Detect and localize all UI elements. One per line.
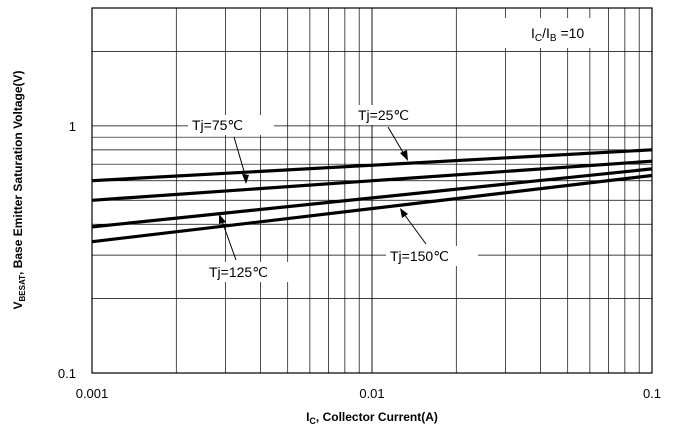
tick-labels: 0.001 0.01 0.1 0.1 1 (58, 119, 661, 401)
annotation-text: Tj=25℃ (358, 107, 409, 123)
annotation-arrowhead (400, 150, 408, 161)
condition-label-text: IC/IB =10 (531, 25, 584, 44)
annotation-arrowhead (242, 174, 249, 184)
condition-label: IC/IB =10 (505, 18, 595, 48)
series-group (91, 148, 653, 244)
annotation-tj150: Tj=150℃ (386, 208, 478, 266)
annotation-text: Tj=75℃ (192, 117, 243, 133)
x-tick-label: 0.1 (643, 386, 661, 401)
annotation-tj125: Tj=125℃ (205, 214, 299, 282)
annotation-bg (188, 115, 274, 135)
annotation-arrow-line (233, 136, 247, 179)
annotation-bg (386, 246, 478, 266)
x-tick-label: 0.01 (359, 386, 384, 401)
y-tick-label: 0.1 (58, 366, 76, 381)
annotation-bg (205, 262, 299, 282)
annotation-tj25: Tj=25℃ (354, 105, 438, 161)
series-line-2 (91, 159, 653, 202)
plot-frame (91, 7, 653, 374)
condition-label-bg (505, 18, 595, 48)
series-line-0 (91, 173, 653, 244)
annotation-arrow-line (403, 213, 427, 245)
annotation-bg (354, 105, 438, 125)
series-line-1 (91, 167, 653, 229)
x-axis-title: IC, Collector Current(A) (306, 410, 438, 426)
annotation-text: Tj=125℃ (209, 264, 268, 280)
grid (91, 7, 653, 374)
annotation-arrow-line (387, 126, 405, 155)
y-tick-label: 1 (69, 119, 76, 134)
annotation-arrow-line (221, 220, 237, 261)
y-axis-title: VBESAT, Base Emitter Saturation Voltage(… (11, 70, 27, 309)
annotation-arrowhead (219, 214, 226, 224)
annotation-tj75: Tj=75℃ (188, 115, 274, 184)
annotation-text: Tj=150℃ (390, 248, 449, 264)
series-line-3 (91, 148, 653, 183)
annotation-arrowhead (400, 208, 408, 218)
x-tick-label: 0.001 (76, 386, 109, 401)
